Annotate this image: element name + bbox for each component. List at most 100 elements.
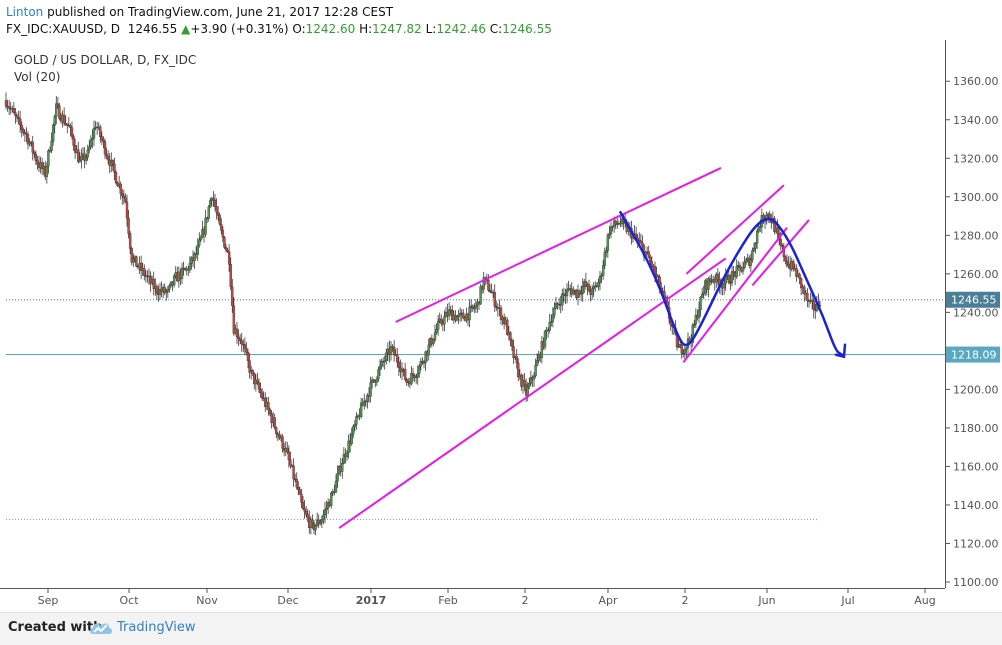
candle bbox=[172, 273, 176, 288]
open-value: 1242.60 bbox=[305, 22, 356, 36]
lower-channel-line[interactable] bbox=[338, 257, 727, 529]
upper-channel-line[interactable] bbox=[395, 167, 722, 323]
candle bbox=[702, 285, 705, 299]
time-tick-label: 2 bbox=[682, 594, 689, 607]
time-tick-label: Jul bbox=[840, 594, 854, 607]
projection-path[interactable] bbox=[619, 210, 844, 356]
candle bbox=[749, 253, 753, 273]
candle bbox=[15, 113, 19, 123]
candle bbox=[550, 314, 553, 327]
candle bbox=[435, 323, 438, 335]
created-with-text: Created with bbox=[8, 620, 103, 635]
candle bbox=[447, 302, 451, 321]
candle bbox=[48, 146, 52, 153]
minor-channel-lower[interactable] bbox=[682, 227, 788, 364]
candle bbox=[754, 241, 757, 254]
tradingview-brand-link[interactable]: TradingView bbox=[117, 620, 196, 635]
candle bbox=[22, 127, 25, 136]
candle bbox=[317, 514, 320, 529]
candle bbox=[523, 372, 526, 392]
candle bbox=[125, 194, 129, 227]
candle bbox=[377, 366, 380, 382]
candle bbox=[223, 235, 226, 249]
candle bbox=[188, 256, 192, 274]
candle bbox=[506, 317, 509, 336]
candle bbox=[91, 129, 94, 149]
candle bbox=[89, 135, 93, 150]
time-tick-label: Feb bbox=[438, 594, 457, 607]
price-tick-label: 1360.00 bbox=[953, 75, 999, 88]
candle bbox=[700, 287, 704, 299]
candle bbox=[84, 154, 88, 165]
price-axis[interactable]: 1100.00 1120.00 1140.00 1160.00 1180.00 1200.… bbox=[945, 75, 999, 589]
candle bbox=[611, 225, 614, 232]
candle bbox=[276, 432, 280, 441]
candle bbox=[139, 255, 143, 280]
candle bbox=[287, 445, 291, 468]
time-axis[interactable]: Sep Oct Nov Dec 2017 Feb 2 Apr 2 Jun Jul Aug bbox=[38, 588, 936, 607]
candle bbox=[180, 262, 184, 285]
candle bbox=[468, 299, 471, 328]
candle bbox=[251, 369, 254, 377]
candle bbox=[182, 261, 185, 276]
candle bbox=[716, 268, 720, 286]
candle bbox=[744, 257, 748, 265]
candle bbox=[601, 260, 605, 280]
candle bbox=[304, 505, 308, 518]
candle bbox=[77, 141, 80, 164]
candle bbox=[45, 162, 49, 184]
candle bbox=[193, 251, 196, 269]
minor-channel-right[interactable] bbox=[751, 219, 810, 287]
candle bbox=[231, 278, 234, 313]
candle bbox=[227, 244, 231, 272]
candle bbox=[397, 356, 401, 376]
candle bbox=[592, 282, 595, 298]
projection-drawing[interactable] bbox=[619, 210, 847, 359]
candle bbox=[707, 276, 710, 298]
candle bbox=[455, 315, 459, 322]
candle bbox=[213, 193, 217, 211]
trendline-drawings[interactable] bbox=[338, 167, 810, 529]
candle bbox=[246, 348, 250, 369]
candle bbox=[314, 524, 317, 536]
candle bbox=[590, 285, 594, 300]
candle bbox=[685, 346, 688, 358]
time-tick-label: Oct bbox=[119, 594, 139, 607]
candle bbox=[515, 348, 518, 369]
price-tick-label: 1140.00 bbox=[953, 499, 999, 512]
candle bbox=[413, 373, 416, 382]
candle bbox=[334, 474, 338, 494]
candle bbox=[168, 283, 171, 293]
chart-background bbox=[0, 40, 1002, 612]
candle bbox=[693, 320, 696, 328]
candle bbox=[812, 297, 815, 319]
price-tick-label: 1320.00 bbox=[953, 152, 999, 165]
tradingview-cloud-icon bbox=[90, 623, 112, 634]
candle bbox=[655, 266, 658, 279]
candle bbox=[298, 486, 302, 496]
minor-channel-upper[interactable] bbox=[685, 184, 785, 275]
candle bbox=[248, 353, 251, 379]
projection-arrowhead[interactable] bbox=[834, 343, 847, 359]
candle bbox=[795, 264, 798, 282]
candle bbox=[363, 393, 366, 410]
price-chart[interactable]: 1100.00 1120.00 1140.00 1160.00 1180.00 1200.… bbox=[0, 40, 1002, 612]
publish-line: Linton published on TradingView.com, Jun… bbox=[6, 5, 393, 19]
candle bbox=[121, 188, 124, 205]
candle bbox=[69, 123, 72, 137]
candle bbox=[727, 270, 731, 285]
candle bbox=[729, 274, 732, 291]
candle bbox=[584, 272, 588, 290]
author-link[interactable]: Linton bbox=[6, 5, 44, 19]
volume-indicator-label: Vol (20) bbox=[14, 70, 60, 84]
candle bbox=[781, 243, 784, 250]
candle bbox=[414, 373, 418, 384]
candle bbox=[218, 213, 221, 226]
candle bbox=[751, 247, 754, 263]
candle bbox=[7, 99, 11, 116]
candle bbox=[25, 127, 28, 143]
candle bbox=[597, 278, 600, 291]
close-label: C: bbox=[489, 22, 503, 36]
candle bbox=[106, 150, 110, 165]
candlestick-series bbox=[4, 92, 822, 536]
